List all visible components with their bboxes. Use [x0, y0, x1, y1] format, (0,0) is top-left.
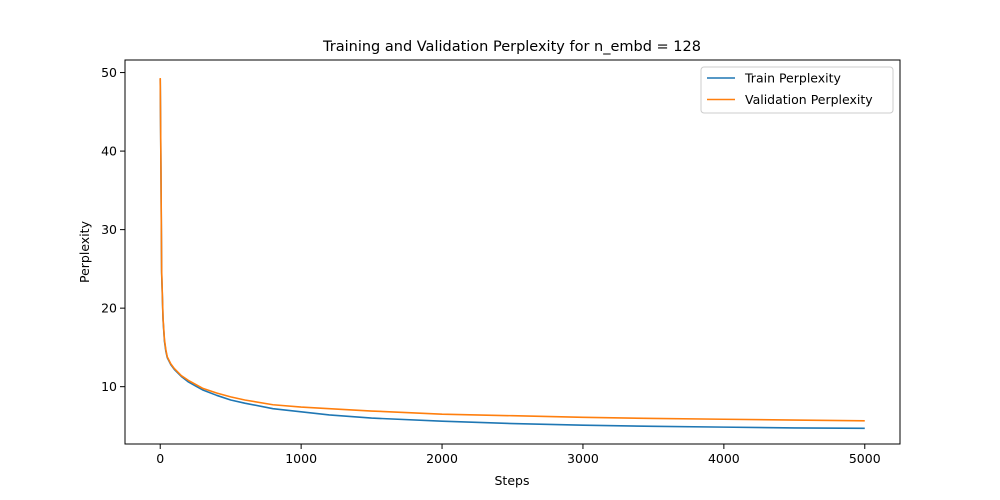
x-tick-label: 1000: [285, 451, 317, 466]
x-tick-label: 0: [156, 451, 164, 466]
x-axis: 0 1000 2000 3000 4000 5000: [156, 444, 881, 466]
series-line-validation: [159, 78, 865, 422]
chart-title: Training and Validation Perplexity for n…: [322, 39, 701, 55]
x-tick-label: 2000: [426, 451, 458, 466]
legend-box: [700, 66, 894, 114]
y-axis-label: Perplexity: [77, 220, 92, 283]
y-tick-label: 50: [101, 65, 117, 80]
y-tick-label: 40: [101, 144, 117, 159]
x-tick-label: 4000: [708, 451, 740, 466]
series-line-train: [159, 78, 865, 430]
legend-label: Train Perplexity: [744, 71, 842, 86]
plot-frame: [124, 59, 901, 445]
x-axis-label: Steps: [495, 473, 530, 488]
x-tick-label: 5000: [849, 451, 881, 466]
legend-label: Validation Perplexity: [745, 92, 873, 107]
x-tick-label: 3000: [567, 451, 599, 466]
series-layer: [159, 78, 865, 430]
y-tick-label: 20: [101, 301, 117, 316]
y-tick-label: 30: [101, 222, 117, 237]
y-tick-label: 10: [101, 379, 117, 394]
y-axis: 10 20 30 40 50: [101, 65, 125, 394]
legend: Train Perplexity Validation Perplexity: [700, 66, 894, 114]
